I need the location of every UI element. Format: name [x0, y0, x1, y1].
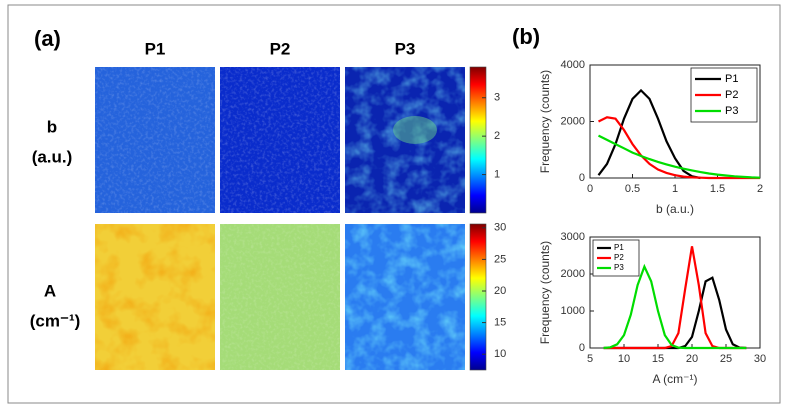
- series-line: [598, 116, 760, 180]
- legend-label: P2: [725, 89, 738, 101]
- series-line: [603, 263, 747, 350]
- y-tick-label: 4000: [561, 59, 585, 71]
- panel-label: (b): [512, 24, 540, 49]
- panel-label: (a): [34, 26, 61, 51]
- x-tick-label: 0: [587, 183, 593, 195]
- y-tick-label: 2000: [561, 115, 585, 127]
- column-label: P3: [395, 39, 416, 58]
- legend-label: P1: [725, 73, 738, 85]
- legend-label: P3: [614, 263, 624, 272]
- y-tick-label: 0: [579, 172, 585, 184]
- x-tick-label: 10: [618, 353, 630, 365]
- y-tick-label: 1000: [561, 305, 585, 317]
- x-tick-label: 1.5: [710, 183, 725, 195]
- frame: [7, 4, 781, 404]
- y-axis-title: Frequency (counts): [538, 241, 552, 344]
- row-unit: (cm⁻¹): [30, 311, 81, 330]
- colorbar-tick-label: 10: [494, 348, 506, 360]
- series-line: [598, 134, 761, 179]
- colorbar-tick-label: 20: [494, 285, 506, 297]
- column-label: P1: [145, 39, 166, 58]
- y-tick-label: 3000: [561, 231, 585, 243]
- y-tick-label: 2000: [561, 268, 585, 280]
- legend-label: P1: [614, 243, 624, 252]
- heatmaps: [95, 67, 465, 370]
- x-tick-label: 30: [754, 353, 766, 365]
- column-label: P2: [270, 39, 291, 58]
- row-label: b: [47, 117, 57, 136]
- legend-label: P2: [614, 253, 624, 262]
- colorbar-tick-label: 25: [494, 253, 506, 265]
- x-tick-label: 25: [720, 353, 732, 365]
- colorbar-tick-label: 15: [494, 317, 506, 329]
- legend-label: P3: [725, 105, 738, 117]
- colorbar-tick-label: 2: [494, 130, 500, 142]
- x-tick-label: 0.5: [625, 183, 640, 195]
- x-axis-title: b (a.u.): [656, 202, 694, 216]
- x-axis-title: A (cm⁻¹): [653, 372, 698, 386]
- colorbar-tick-label: 3: [494, 92, 500, 104]
- colorbar-tick-label: 1: [494, 168, 500, 180]
- y-axis-title: Frequency (counts): [538, 70, 552, 173]
- colorbar: [469, 66, 487, 214]
- x-tick-label: 15: [652, 353, 664, 365]
- row-label: A: [44, 281, 56, 300]
- colorbar-tick-label: 30: [494, 222, 506, 234]
- row-unit: (a.u.): [32, 147, 73, 166]
- colorbar: [469, 223, 487, 371]
- x-tick-label: 2: [757, 183, 763, 195]
- x-tick-label: 5: [587, 353, 593, 365]
- x-tick-label: 1: [672, 183, 678, 195]
- x-tick-label: 20: [686, 353, 698, 365]
- y-tick-label: 0: [579, 342, 585, 354]
